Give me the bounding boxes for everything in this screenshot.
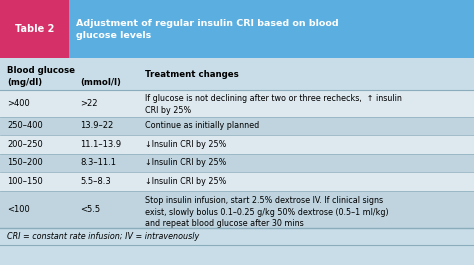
- Bar: [0, 228, 474, 245]
- Text: 11.1–13.9: 11.1–13.9: [81, 140, 122, 149]
- Text: <100: <100: [7, 205, 30, 214]
- Bar: [0, 58, 474, 90]
- Text: 8.3–11.1: 8.3–11.1: [81, 158, 117, 167]
- Text: Treatment changes: Treatment changes: [145, 70, 238, 79]
- Text: 250–400: 250–400: [7, 121, 43, 130]
- Text: (mg/dl): (mg/dl): [7, 78, 42, 87]
- Text: Blood glucose: Blood glucose: [7, 66, 75, 75]
- Text: Adjustment of regular insulin CRI based on blood
glucose levels: Adjustment of regular insulin CRI based …: [76, 19, 338, 39]
- Text: Stop insulin infusion, start 2.5% dextrose IV. If clinical signs
exist, slowly b: Stop insulin infusion, start 2.5% dextro…: [145, 196, 388, 228]
- Text: Table 2: Table 2: [15, 24, 54, 34]
- Bar: [0, 191, 474, 228]
- Bar: [0, 172, 474, 191]
- Text: ↓Insulin CRI by 25%: ↓Insulin CRI by 25%: [145, 177, 226, 186]
- Text: 150–200: 150–200: [7, 158, 43, 167]
- Text: >400: >400: [7, 99, 30, 108]
- Text: 200–250: 200–250: [7, 140, 43, 149]
- Text: CRI = constant rate infusion; IV = intravenously: CRI = constant rate infusion; IV = intra…: [7, 232, 200, 241]
- Text: 13.9–22: 13.9–22: [81, 121, 114, 130]
- Text: ↓Insulin CRI by 25%: ↓Insulin CRI by 25%: [145, 140, 226, 149]
- Text: Continue as initially planned: Continue as initially planned: [145, 121, 259, 130]
- Text: ↓Insulin CRI by 25%: ↓Insulin CRI by 25%: [145, 158, 226, 167]
- Bar: [0, 0, 69, 58]
- Bar: [0, 0, 474, 58]
- Text: <5.5: <5.5: [81, 205, 100, 214]
- Bar: [0, 154, 474, 172]
- Bar: [0, 117, 474, 135]
- Text: 5.5–8.3: 5.5–8.3: [81, 177, 111, 186]
- Bar: [0, 90, 474, 117]
- Text: 100–150: 100–150: [7, 177, 43, 186]
- Bar: [0, 135, 474, 154]
- Text: (mmol/l): (mmol/l): [81, 78, 121, 87]
- Text: If glucose is not declining after two or three rechecks,  ↑ insulin
CRI by 25%: If glucose is not declining after two or…: [145, 94, 401, 114]
- Text: >22: >22: [81, 99, 98, 108]
